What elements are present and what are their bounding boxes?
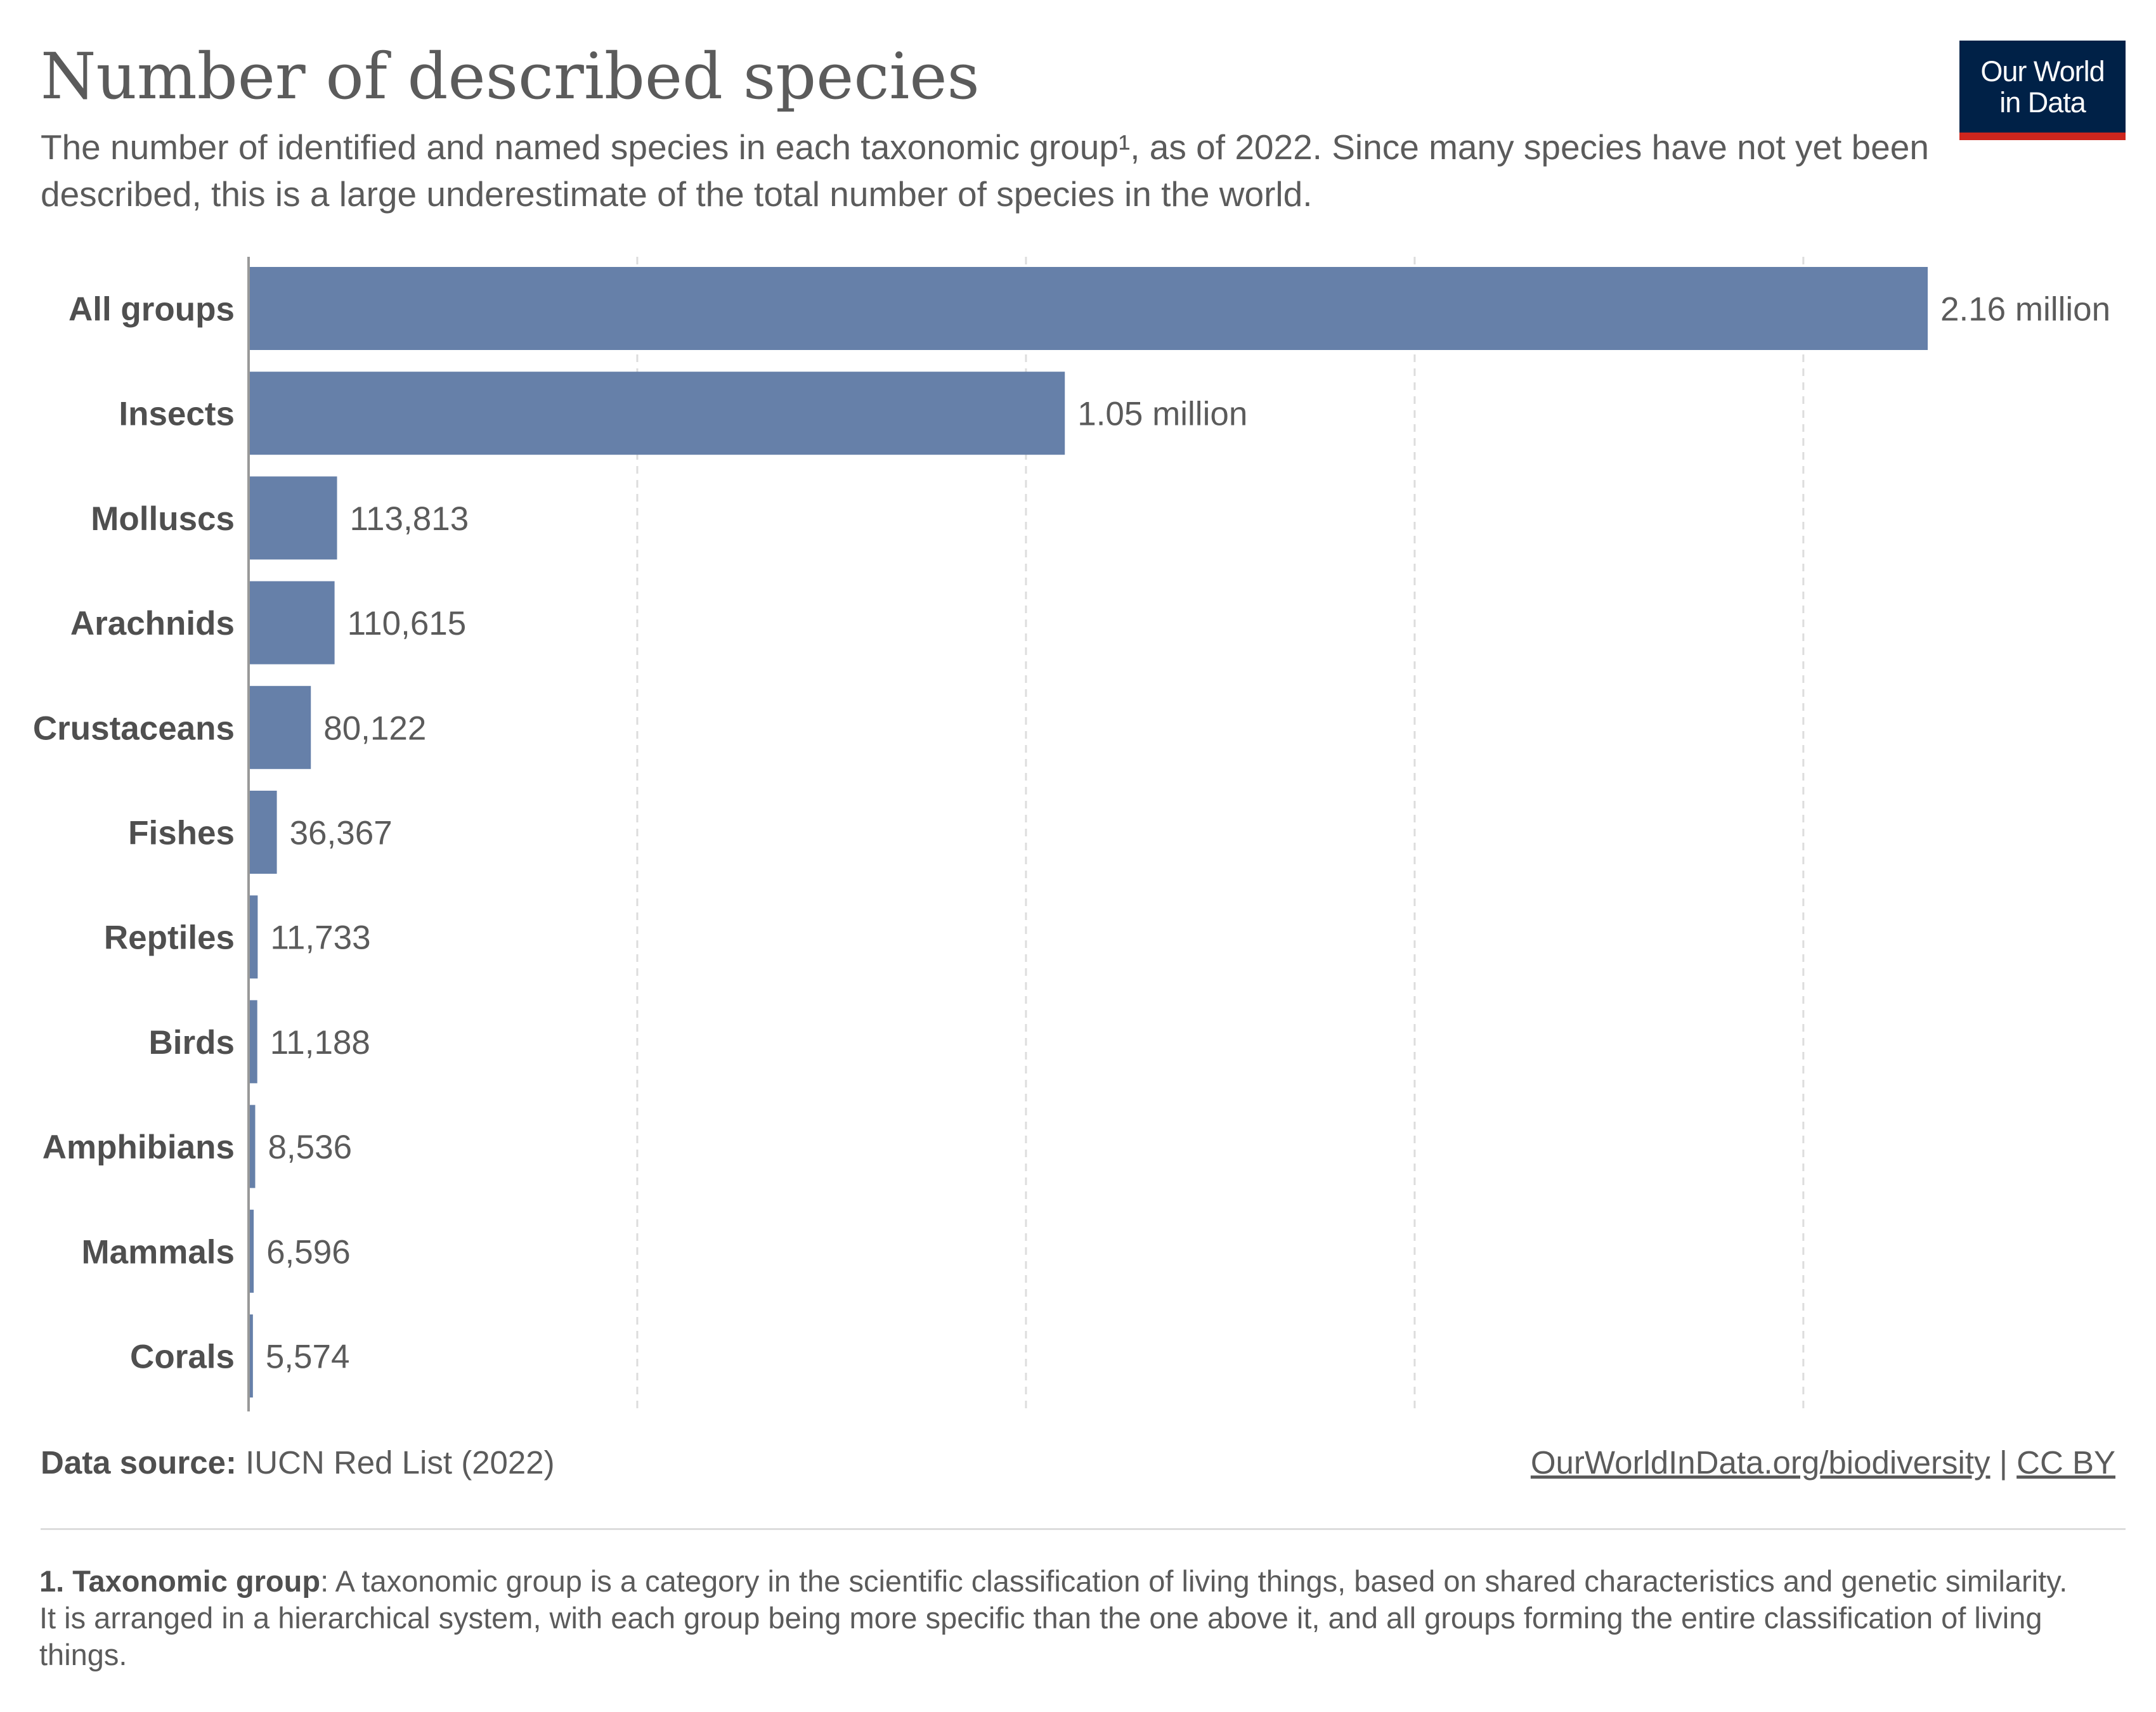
category-label-amphibians: Amphibians: [42, 1129, 235, 1166]
footnote: 1. Taxonomic group: A taxonomic group is…: [39, 1563, 2068, 1673]
bar-arachnids[interactable]: [249, 581, 335, 665]
data-source: Data source: IUCN Red List (2022): [41, 1441, 555, 1485]
biodiversity-link[interactable]: OurWorldInData.org/biodiversity: [1530, 1444, 1990, 1481]
source-label: Data source:: [41, 1444, 237, 1481]
bar-row-mammals[interactable]: Mammals 6,596: [81, 1209, 351, 1293]
gridlines: [636, 257, 1805, 1411]
category-label-crustaceans: Crustaceans: [33, 710, 235, 747]
bar-mammals[interactable]: [249, 1209, 254, 1293]
bar-insects[interactable]: [249, 372, 1065, 455]
bar-row-corals[interactable]: Corals 5,574: [130, 1314, 349, 1397]
logo-line-1: Our World: [1980, 55, 2105, 88]
bar-reptiles[interactable]: [249, 895, 258, 979]
value-label-crustaceans: 80,122: [323, 710, 426, 747]
footer-links: OurWorldInData.org/biodiversity | CC BY: [1531, 1441, 2115, 1485]
category-label-molluscs: Molluscs: [91, 500, 235, 538]
bar-row-molluscs[interactable]: Molluscs 113,813: [91, 476, 469, 560]
bar-corals[interactable]: [249, 1314, 253, 1397]
category-label-corals: Corals: [130, 1339, 235, 1376]
category-label-all-groups: All groups: [68, 291, 235, 328]
category-label-arachnids: Arachnids: [70, 605, 235, 642]
bar-row-insects[interactable]: Insects 1.05 million: [119, 372, 1247, 455]
owid-logo[interactable]: Our World in Data: [1959, 41, 2126, 140]
bar-row-arachnids[interactable]: Arachnids 110,615: [70, 581, 466, 665]
footer-divider: [41, 1528, 2126, 1530]
value-label-birds: 11,188: [270, 1024, 370, 1061]
bar-all-groups[interactable]: [249, 267, 1928, 350]
footnote-text: : A taxonomic group is a category in the…: [39, 1564, 2068, 1671]
bar-row-reptiles[interactable]: Reptiles 11,733: [104, 895, 371, 979]
bar-amphibians[interactable]: [249, 1105, 256, 1188]
chart-subtitle: The number of identified and named speci…: [41, 127, 1929, 214]
category-label-mammals: Mammals: [81, 1233, 235, 1271]
link-separator: |: [1990, 1444, 2017, 1481]
category-label-reptiles: Reptiles: [104, 919, 235, 957]
chart-title: Number of described species: [41, 39, 980, 113]
value-label-amphibians: 8,536: [268, 1129, 352, 1166]
bar-row-amphibians[interactable]: Amphibians 8,536: [42, 1105, 352, 1188]
value-label-reptiles: 11,733: [270, 919, 370, 957]
bar-birds[interactable]: [249, 1000, 257, 1084]
value-label-arachnids: 110,615: [347, 605, 467, 642]
bar-row-birds[interactable]: Birds 11,188: [149, 1000, 370, 1084]
value-label-molluscs: 113,813: [350, 500, 469, 538]
category-label-birds: Birds: [149, 1024, 235, 1061]
footnote-label: 1. Taxonomic group: [39, 1564, 321, 1598]
value-label-mammals: 6,596: [266, 1233, 351, 1271]
bar-row-all-groups[interactable]: All groups 2.16 million: [68, 267, 2110, 350]
bar-crustaceans[interactable]: [249, 685, 311, 769]
bar-row-crustaceans[interactable]: Crustaceans 80,122: [33, 685, 426, 769]
source-text: IUCN Red List (2022): [236, 1444, 555, 1481]
value-label-all-groups: 2.16 million: [1940, 291, 2110, 328]
bars: All groups 2.16 million Insects 1.05 millio…: [33, 267, 2110, 1397]
value-label-fishes: 36,367: [290, 815, 393, 852]
bar-fishes[interactable]: [249, 791, 277, 874]
bar-chart: All groups 2.16 million Insects 1.05 millio…: [33, 257, 2110, 1411]
category-label-fishes: Fishes: [128, 815, 235, 852]
value-label-corals: 5,574: [266, 1339, 350, 1376]
value-label-insects: 1.05 million: [1077, 396, 1247, 433]
logo-line-2: in Data: [1999, 86, 2086, 119]
bar-row-fishes[interactable]: Fishes 36,367: [128, 791, 393, 874]
bar-molluscs[interactable]: [249, 476, 337, 560]
license-link[interactable]: CC BY: [2016, 1444, 2115, 1481]
category-label-insects: Insects: [119, 396, 235, 433]
